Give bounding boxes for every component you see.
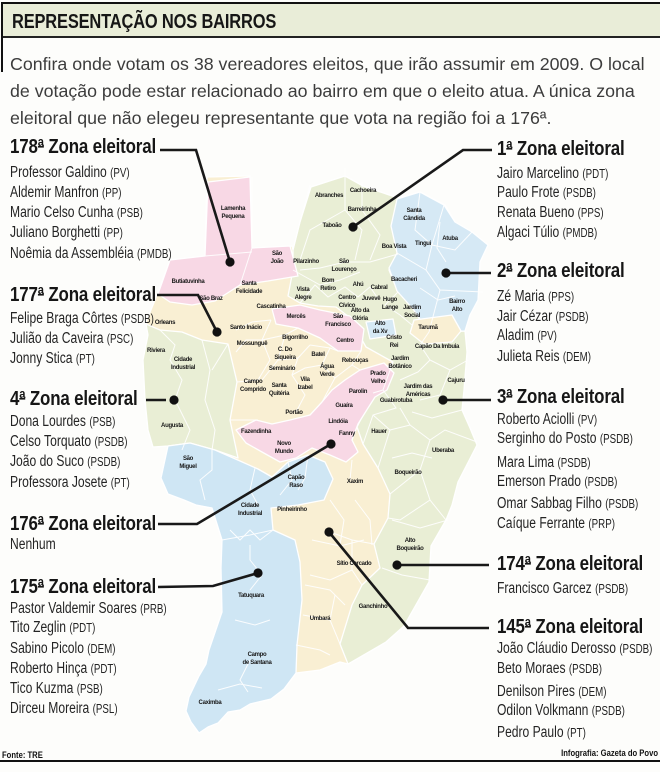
svg-text:Hauer: Hauer: [371, 429, 387, 435]
svg-text:Riviera: Riviera: [147, 348, 166, 354]
svg-text:Guaíra: Guaíra: [335, 403, 353, 409]
svg-text:Fanny: Fanny: [339, 431, 356, 437]
svg-text:Santo Inácio: Santo Inácio: [230, 325, 263, 331]
svg-text:Cabral: Cabral: [371, 285, 389, 291]
svg-text:Pinheirinho: Pinheirinho: [277, 507, 307, 513]
svg-text:Centro: Centro: [336, 338, 354, 344]
svg-text:Butiatuvinha: Butiatuvinha: [172, 279, 206, 285]
svg-text:Boa Vista: Boa Vista: [382, 244, 407, 250]
svg-text:Juvevê: Juvevê: [362, 296, 382, 302]
svg-text:Ahú: Ahú: [353, 282, 364, 288]
svg-text:Parolin: Parolin: [349, 389, 368, 395]
svg-text:Cascatinha: Cascatinha: [256, 304, 286, 310]
svg-text:Pilarzinho: Pilarzinho: [293, 259, 319, 265]
svg-text:São Braz: São Braz: [199, 296, 223, 302]
svg-text:Orleans: Orleans: [155, 320, 176, 326]
svg-text:Uberaba: Uberaba: [432, 448, 455, 454]
svg-text:Ganchinho: Ganchinho: [359, 604, 388, 610]
svg-text:Bigorrilho: Bigorrilho: [282, 335, 308, 341]
svg-text:Capão Da Imbuia: Capão Da Imbuia: [415, 344, 460, 350]
svg-text:Mossunguê: Mossunguê: [237, 341, 269, 347]
svg-text:Tarumã: Tarumã: [418, 325, 438, 331]
svg-text:Atuba: Atuba: [442, 236, 458, 242]
svg-text:Mercês: Mercês: [287, 314, 307, 320]
svg-text:Tatuquara: Tatuquara: [238, 593, 265, 599]
svg-text:Cajuru: Cajuru: [447, 378, 465, 384]
svg-text:Batel: Batel: [311, 352, 325, 358]
svg-text:Seminário: Seminário: [269, 366, 296, 372]
svg-text:Tingui: Tingui: [415, 241, 432, 247]
svg-text:Rebouças: Rebouças: [342, 358, 369, 364]
svg-text:Abranches: Abranches: [315, 193, 344, 199]
svg-text:Guabirotuba: Guabirotuba: [380, 398, 413, 404]
svg-text:Taboão: Taboão: [322, 223, 342, 229]
svg-text:Augusta: Augusta: [161, 423, 184, 429]
svg-text:Barreirinha: Barreirinha: [348, 207, 378, 213]
svg-text:Lindóia: Lindóia: [328, 419, 348, 425]
svg-text:Boqueirão: Boqueirão: [395, 470, 423, 476]
svg-text:Xaxim: Xaxim: [347, 479, 363, 485]
svg-text:Fazendinha: Fazendinha: [241, 429, 272, 435]
svg-text:Umbará: Umbará: [310, 616, 332, 622]
svg-text:Caximba: Caximba: [199, 700, 223, 706]
svg-text:Bacacheri: Bacacheri: [391, 277, 418, 283]
svg-text:Cachoeira: Cachoeira: [350, 188, 377, 194]
svg-text:Portão: Portão: [285, 410, 303, 416]
